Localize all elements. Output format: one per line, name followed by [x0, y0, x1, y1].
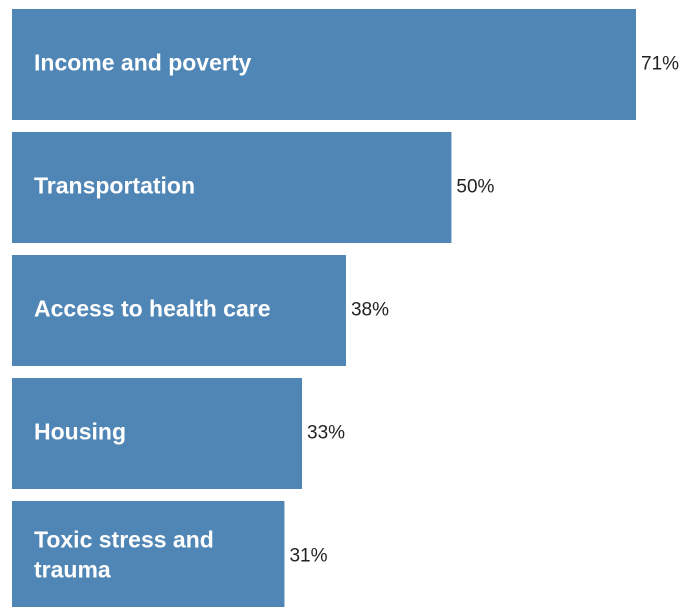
- value-label-1: 50%: [456, 177, 494, 198]
- category-label-2: Access to health care: [34, 296, 271, 322]
- category-label-line: Transportation: [34, 173, 195, 199]
- value-label-4: 31%: [289, 546, 327, 567]
- category-label-line: Access to health care: [34, 296, 271, 322]
- bar-3: [12, 378, 303, 489]
- category-label-0: Income and poverty: [34, 50, 251, 76]
- category-label-line: Income and poverty: [34, 50, 251, 76]
- bar-2: [12, 255, 346, 366]
- value-label-0: 71%: [641, 54, 679, 75]
- value-label-2: 38%: [351, 300, 389, 321]
- category-label-line: Housing: [34, 419, 126, 445]
- category-label-1: Transportation: [34, 173, 195, 199]
- category-label-3: Housing: [34, 419, 126, 445]
- bar-4: [12, 501, 285, 607]
- category-label-line: trauma: [34, 557, 111, 583]
- category-label-4: Toxic stress and trauma: [34, 527, 214, 583]
- category-label-line: Toxic stress and: [34, 527, 214, 553]
- bar-0: [12, 9, 636, 120]
- value-label-3: 33%: [307, 423, 345, 444]
- bar-1: [12, 132, 452, 243]
- bars-group: Income and poverty 71% Transportation 50% Ac…: [12, 9, 679, 607]
